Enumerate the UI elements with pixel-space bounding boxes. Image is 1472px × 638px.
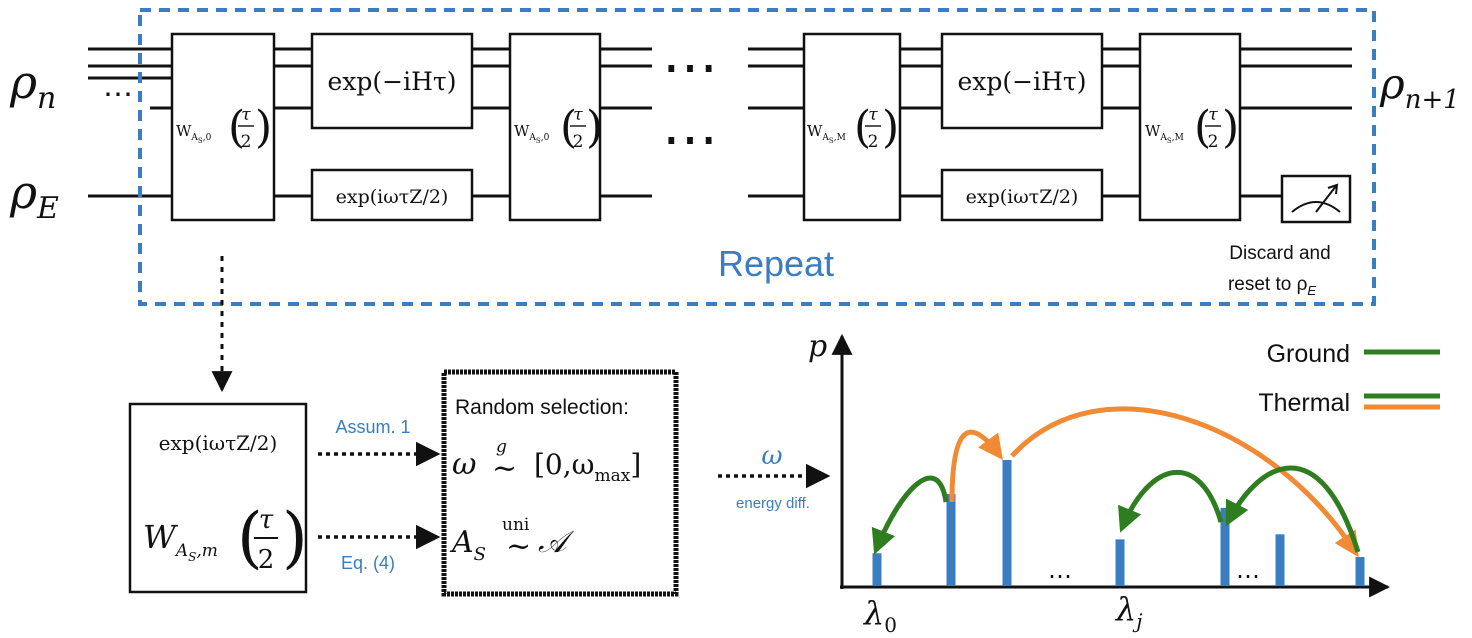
exp-h-gate-2-label: exp(−iHτ) <box>958 67 1087 96</box>
x-tick-lambda-0: λ0 <box>862 594 897 637</box>
svg-text:g: g <box>496 437 507 457</box>
svg-text:~: ~ <box>506 529 531 564</box>
input-dots: ⋯ <box>103 77 133 112</box>
svg-text:[0,ωmax]: [0,ωmax] <box>534 448 641 486</box>
exp-h-gate-1 <box>310 32 474 130</box>
discard-label-line2: reset to ρE <box>1228 274 1316 298</box>
x-tick-lambda-j: λj <box>1114 590 1142 633</box>
gate-detail-box <box>128 402 308 594</box>
a-sampling-expr: AS uni ~ 𝒜 <box>449 515 575 565</box>
discard-label-line1: Discard and <box>1229 243 1330 264</box>
paren-left: ( <box>228 102 245 153</box>
w-gate-0-second <box>508 32 602 222</box>
w-gate-m-second-den: 2 <box>1208 132 1219 152</box>
spectrum-chart: p ⋯ ⋯ λ0 λj Ground Thermal <box>808 329 1440 637</box>
thermal-transition-2 <box>1010 406 1359 558</box>
legend-thermal-label: Thermal <box>1258 389 1350 417</box>
svg-text:ω: ω <box>452 447 476 482</box>
paren-right: ) <box>255 102 272 153</box>
w-gate-m-first <box>802 32 902 222</box>
paren-left: ( <box>854 102 871 153</box>
svg-text:2: 2 <box>258 545 275 575</box>
ground-transition-3 <box>1225 465 1361 553</box>
svg-text:~: ~ <box>492 451 517 486</box>
paren-right: ) <box>586 102 603 153</box>
energy-level-bar <box>872 553 882 586</box>
circuit-wires <box>88 47 1352 198</box>
svg-text:τ: τ <box>259 505 274 535</box>
w-gate-0-first-den: 2 <box>241 132 252 152</box>
svg-text:): ) <box>282 499 308 576</box>
w-gate-m-second <box>1138 32 1242 222</box>
exp-z-gate-1-label: exp(iωτZ/2) <box>336 186 449 208</box>
x-gap-dots-2: ⋯ <box>1236 562 1260 590</box>
thermal-transition-1 <box>949 429 1003 503</box>
chart-legend: Ground Thermal <box>1258 340 1440 417</box>
w-gate-m-second-num: τ <box>1208 105 1218 125</box>
ground-transition-2 <box>1118 469 1224 533</box>
w-gate-0-first <box>170 32 276 222</box>
w-gate-0-second-num: τ <box>573 105 583 125</box>
w-gate-0-second-den: 2 <box>573 132 584 152</box>
energy-level-bar <box>1355 557 1365 586</box>
w-gate-0-first-num: τ <box>241 105 251 125</box>
x-gap-dots-1: ⋯ <box>1048 562 1072 590</box>
random-selection-title: Random selection: <box>455 396 629 419</box>
svg-text:uni: uni <box>502 515 530 535</box>
meter-icon <box>1291 183 1341 213</box>
w-gate-m-first-num: τ <box>868 105 878 125</box>
paren-left: ( <box>560 102 577 153</box>
ground-transition-1 <box>871 475 949 555</box>
w-gate-m-first-label: WAS,M <box>807 122 846 145</box>
repeat-box <box>138 8 1376 306</box>
exp-z-gate-1 <box>310 168 474 222</box>
mid-dots-top: ⋯ <box>662 35 718 100</box>
paren-right: ) <box>1222 102 1239 153</box>
svg-text:AS: AS <box>449 525 486 565</box>
w-gate-m-second-label: WAS,M <box>1145 122 1184 145</box>
repeat-label: Repeat <box>718 243 834 284</box>
omega-arrow-label: ω <box>761 441 782 471</box>
rho-e-label: ρE <box>9 165 59 226</box>
energy-level-bar <box>1115 539 1125 586</box>
mid-dots-bottom: ⋯ <box>662 107 718 172</box>
measurement-box <box>1280 174 1352 224</box>
energy-level-bar <box>1275 534 1285 586</box>
legend-ground-label: Ground <box>1267 340 1350 368</box>
exp-h-gate-2 <box>940 32 1104 130</box>
w-gate-0-second-label: WAS,0 <box>514 122 550 145</box>
w-gate-m-first-den: 2 <box>868 132 879 152</box>
w-gate-0-first-label: WAS,0 <box>176 122 212 145</box>
exp-z-gate-2 <box>940 168 1104 222</box>
random-selection-box <box>441 369 679 597</box>
energy-diff-label: energy diff. <box>736 495 810 512</box>
svg-text:WAS,m: WAS,m <box>143 518 218 564</box>
assum-label: Assum. 1 <box>335 417 410 437</box>
paren-left: ( <box>1194 102 1211 153</box>
energy-level-bar <box>1220 507 1230 586</box>
gate-detail-exp: exp(iωτZ/2) <box>159 431 278 455</box>
omega-sampling-expr: ω g ~ [0,ωmax] <box>452 437 641 486</box>
y-axis-label: p <box>808 329 827 364</box>
exp-h-gate-1-label: exp(−iHτ) <box>328 67 457 96</box>
energy-level-bar <box>1002 460 1012 586</box>
paren-right: ) <box>882 102 899 153</box>
gate-detail-w: WAS,m ( τ 2 ) <box>143 499 308 576</box>
energy-level-bar <box>946 494 956 586</box>
eq-label: Eq. (4) <box>341 553 395 573</box>
rho-n-plus-1-label: ρn+1 <box>1379 59 1460 115</box>
rho-n-label: ρn <box>9 55 56 116</box>
exp-z-gate-2-label: exp(iωτZ/2) <box>966 186 1079 208</box>
